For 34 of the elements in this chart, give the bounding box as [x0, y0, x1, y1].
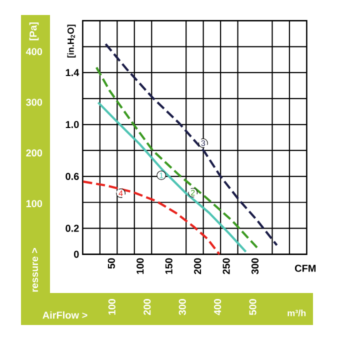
x-tick-label: 150 — [165, 258, 172, 274]
text: ressure > — [32, 248, 38, 292]
x-tick-label: 100 — [136, 258, 144, 274]
series-label: 2 — [191, 190, 195, 196]
y-axis-title: [in.H$_{2}$O] — [67, 24, 76, 58]
x2-tick-label: 300 — [178, 299, 186, 316]
x2-tick-label: 400 — [214, 299, 222, 316]
x2-axis-title: m³/h — [288, 310, 306, 316]
y-tick-label: 0 — [74, 250, 79, 258]
x2-tick-label: 100 — [108, 299, 116, 315]
y-tick-label: 1.4 — [66, 69, 80, 76]
x-axis-title: CFM — [294, 264, 316, 272]
x2-tick-label: 200 — [144, 299, 151, 315]
y-tick-label: 1.0 — [66, 120, 79, 128]
y-tick-label: 0.2 — [66, 224, 79, 232]
line-series — [82, 180, 220, 256]
y2-tick-label: 300 — [26, 98, 42, 106]
x-tick-label: 50 — [108, 258, 115, 269]
text: AirFlow > — [42, 311, 88, 319]
x-tick-label: 300 — [251, 258, 259, 274]
line-series — [95, 66, 258, 249]
series-label: 1 — [160, 172, 164, 178]
x-tick-label: 250 — [222, 258, 230, 274]
y2-axis-title: [Pa] — [29, 22, 39, 40]
line-series — [97, 101, 247, 253]
y2-tick-label: 200 — [26, 149, 42, 156]
x-tick-label: 200 — [194, 258, 202, 274]
series-label: 4 — [118, 190, 123, 196]
y2-tick-label: 100 — [26, 200, 42, 208]
series-label: 3 — [201, 140, 206, 146]
y-tick-label: 0.6 — [66, 172, 79, 180]
line-series — [104, 42, 278, 246]
y2-tick-label: 400 — [26, 48, 42, 56]
x2-tick-label: 500 — [249, 299, 256, 316]
